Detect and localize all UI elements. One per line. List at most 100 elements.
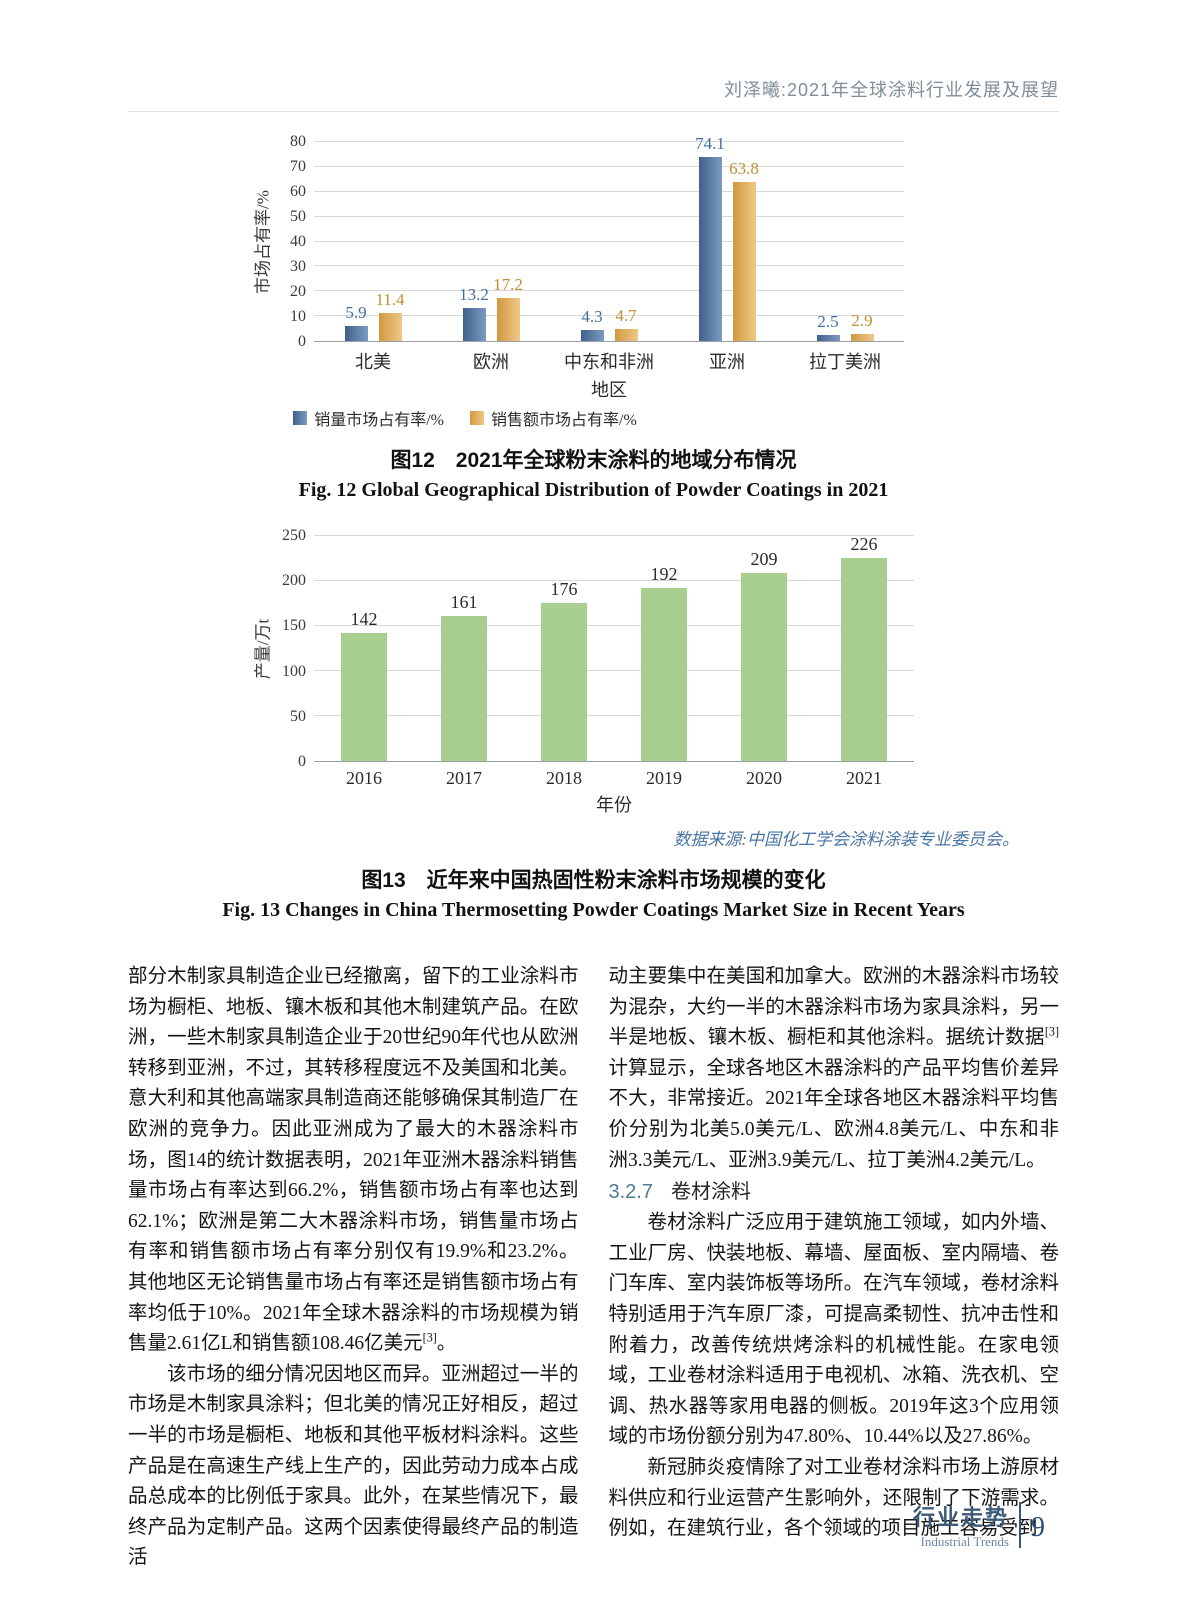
fig12-caption-zh: 图12 2021年全球粉末涂料的地域分布情况 xyxy=(390,449,797,472)
y-tick-label: 0 xyxy=(298,333,306,350)
page-header: 刘泽曦:2021年全球涂料行业发展及展望 xyxy=(0,0,1187,102)
bar-group: 192 xyxy=(614,536,714,761)
bar: 2.5 xyxy=(816,312,840,341)
y-tick-label: 30 xyxy=(290,258,306,275)
paragraph-text: 。 xyxy=(436,1333,457,1355)
x-category-label: 欧洲 xyxy=(473,352,509,372)
bar-value-label: 17.2 xyxy=(493,275,523,295)
x-category-label: 拉丁美洲 xyxy=(809,352,881,372)
legend-swatch-orange xyxy=(470,411,484,425)
bar-value-label: 142 xyxy=(350,609,378,630)
y-tick-label: 60 xyxy=(290,183,306,200)
x-category-label: 2017 xyxy=(446,768,482,788)
gridline xyxy=(314,715,914,716)
bar-group: 5.9 11.4 xyxy=(314,142,432,341)
x-category-label: 2020 xyxy=(746,768,782,788)
fig13-plot-area: 142 161 176 192 209 226 xyxy=(314,534,914,762)
x-category-label: 2019 xyxy=(646,768,682,788)
x-category-label: 北美 xyxy=(355,352,391,372)
bar: 11.4 xyxy=(375,290,405,341)
bar-value-label: 226 xyxy=(850,533,878,554)
section-number: 3.2.7 xyxy=(608,1181,653,1204)
fig13-x-categories: 2016 2017 2018 2019 2020 2021 xyxy=(314,768,914,789)
bar-group: 13.2 17.2 xyxy=(432,142,550,341)
gridline xyxy=(314,165,904,167)
gridline xyxy=(314,265,904,267)
header-divider xyxy=(128,111,1059,112)
y-tick-label: 100 xyxy=(282,662,306,680)
paragraph: 卷材涂料广泛应用于建筑施工领域，如内外墙、工业厂房、快装地板、幕墙、屋面板、室内… xyxy=(608,1212,1060,1448)
fig12-chart: 市场占有率/% 0 10 20 30 40 50 60 70 80 5.9 11.4 13.2 17.… xyxy=(248,133,904,402)
bar-value-label: 192 xyxy=(650,564,678,585)
bar: 4.7 xyxy=(614,306,638,341)
bar-group: 209 xyxy=(714,536,814,761)
x-category-label: 2021 xyxy=(846,768,882,788)
x-category-label: 2018 xyxy=(546,768,582,788)
bar-value-label: 63.8 xyxy=(729,159,759,179)
fig12-x-axis-title: 地区 xyxy=(591,380,627,400)
bar: 176 xyxy=(541,579,587,761)
bar-group: 176 xyxy=(514,536,614,761)
y-tick-label: 40 xyxy=(290,233,306,250)
section-heading: 3.2.7 卷材涂料 xyxy=(609,1176,1060,1208)
data-source-note: 数据来源:中国化工学会涂料涂装专业委员会。 xyxy=(673,830,1019,849)
legend-item-sales-value: 销售额市场占有率/% xyxy=(470,406,637,430)
fig13-y-axis: 产量/万t xyxy=(248,536,274,762)
bar: 226 xyxy=(841,534,887,761)
fig12-caption-en: Fig. 12 Global Geographical Distribution… xyxy=(298,479,889,501)
y-tick-label: 50 xyxy=(290,707,306,725)
fig13-chart: 产量/万t 0 50 100 150 200 250 142 161 176 192 209 226… xyxy=(248,527,914,817)
y-tick-label: 20 xyxy=(290,283,306,300)
fig12-y-axis-title: 市场占有率/% xyxy=(253,190,273,294)
gridline xyxy=(314,190,904,192)
x-category-label: 亚洲 xyxy=(709,352,745,372)
bar-group: 226 xyxy=(814,534,914,761)
footer-section: 行业走势 Industrial Trends xyxy=(913,1500,1009,1550)
fig13-block: 产量/万t 0 50 100 150 200 250 142 161 176 192 209 226… xyxy=(0,527,1187,922)
bar: 5.9 xyxy=(344,303,368,341)
y-tick-label: 10 xyxy=(290,308,306,325)
bar: 142 xyxy=(341,609,387,761)
paragraph-text: 计算显示，全球各地区木器涂料的产品平均售价差异不大，非常接近。2021年全球各地… xyxy=(608,1057,1060,1171)
x-category-label: 2016 xyxy=(346,768,382,788)
fig12-block: 市场占有率/% 0 10 20 30 40 50 60 70 80 5.9 11.4 13.2 17.… xyxy=(0,133,1187,502)
bar-value-label: 11.4 xyxy=(375,289,405,309)
y-tick-label: 80 xyxy=(290,133,306,150)
gridline xyxy=(314,535,914,536)
bar: 4.3 xyxy=(580,307,604,341)
legend-label: 销量市场占有率/% xyxy=(314,412,444,429)
running-head: 刘泽曦:2021年全球涂料行业发展及展望 xyxy=(723,80,1059,100)
bar-group: 74.1 63.8 xyxy=(668,134,786,341)
y-tick-label: 150 xyxy=(282,617,306,635)
fig12-x-categories: 北美 欧洲 中东和非洲 亚洲 拉丁美洲 xyxy=(314,348,904,374)
paragraph: 动主要集中在美国和加拿大。欧洲的木器涂料市场较为混杂，大约一半的木器涂料市场为家… xyxy=(609,962,1060,1176)
paragraph: 新冠肺炎疫情除了对工业卷材涂料市场上游原材料供应和行业运营产生影响外，还限制了下… xyxy=(608,1456,1060,1540)
y-tick-label: 50 xyxy=(290,208,306,225)
reference-superscript: [3] xyxy=(1044,1024,1059,1039)
paragraph-text: 动主要集中在美国和加拿大。欧洲的木器涂料市场较为混杂，大约一半的木器涂料市场为家… xyxy=(608,966,1060,1049)
paragraph: 部分木制家具制造企业已经撤离，留下的工业涂料市场为橱柜、地板、镶木板和其他木制建… xyxy=(128,962,579,1360)
bar-value-label: 176 xyxy=(550,578,578,599)
page-number: 9 xyxy=(1031,1512,1045,1543)
gridline xyxy=(314,580,914,581)
bar-group: 4.3 4.7 xyxy=(550,142,668,341)
bar: 13.2 xyxy=(459,285,489,341)
bar-group: 142 xyxy=(314,536,414,761)
x-category-label: 中东和非洲 xyxy=(564,352,654,372)
gridline xyxy=(314,290,904,292)
y-tick-label: 250 xyxy=(282,527,306,544)
section-title: 卷材涂料 xyxy=(670,1181,751,1204)
bar-value-label: 5.9 xyxy=(345,303,367,323)
y-tick-label: 70 xyxy=(290,158,306,175)
bar: 161 xyxy=(441,592,487,761)
gridline xyxy=(314,315,904,317)
bar-value-label: 4.7 xyxy=(615,306,637,326)
gridline xyxy=(314,240,904,242)
body-left-column: 部分木制家具制造企业已经撤离，留下的工业涂料市场为橱柜、地板、镶木板和其他木制建… xyxy=(128,962,579,1574)
gridline xyxy=(314,670,914,671)
page-footer: 行业走势 Industrial Trends 9 xyxy=(913,1500,1045,1550)
bar-value-label: 4.3 xyxy=(581,307,603,327)
bar: 63.8 xyxy=(729,159,759,341)
gridline xyxy=(314,141,904,142)
